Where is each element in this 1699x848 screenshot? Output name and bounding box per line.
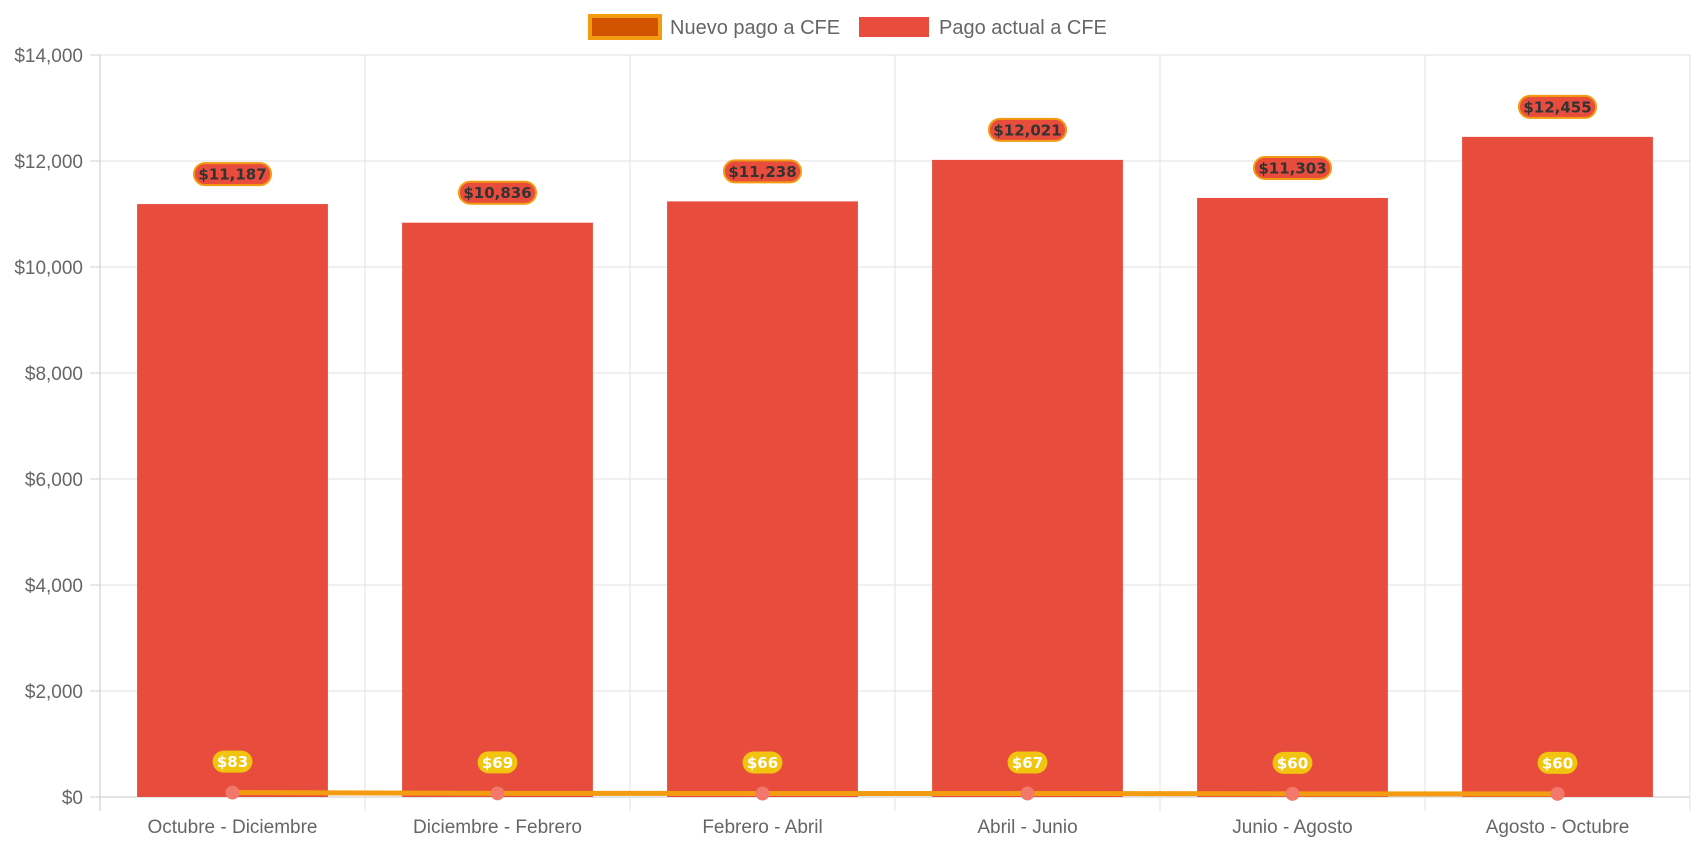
bar-value-label-bg [1517, 94, 1598, 119]
line-value-label-bg [742, 751, 783, 774]
line-value-label-bg [477, 751, 518, 774]
x-tick-label: Junio - Agosto [1232, 817, 1352, 838]
x-tick-label: Abril - Junio [977, 817, 1077, 838]
bar-value-label-text: $10,836 [463, 184, 531, 202]
y-tick-label: $14,000 [14, 46, 83, 67]
bar-value-label-text: $12,455 [1523, 98, 1591, 116]
bar-value-label-bg [722, 159, 803, 184]
bar-value-label-bg [1252, 155, 1333, 180]
y-tick-label: $8,000 [25, 364, 83, 385]
bar [402, 222, 593, 797]
legend-label-nuevo: Nuevo pago a CFE [670, 17, 840, 39]
bar-value-label-text: $11,187 [198, 166, 266, 184]
x-tick-label: Agosto - Octubre [1486, 817, 1630, 838]
line-value-label-text: $60 [1542, 754, 1573, 772]
line-value-label: $67 [1007, 751, 1048, 774]
legend-swatch-nuevo [588, 14, 662, 40]
x-tick-label: Octubre - Diciembre [148, 817, 318, 838]
x-tick-label: Diciembre - Febrero [413, 817, 582, 838]
line-point [1550, 786, 1565, 801]
bar-value-label-bg [192, 162, 273, 187]
y-tick-label: $2,000 [25, 682, 83, 703]
legend-label-actual: Pago actual a CFE [939, 17, 1107, 39]
line-value-label: $60 [1272, 751, 1313, 774]
y-tick-label: $6,000 [25, 470, 83, 491]
line-value-label-bg [212, 750, 253, 773]
line-value-label-bg [1537, 751, 1578, 774]
bar-value-label-text: $11,303 [1258, 159, 1326, 177]
legend-item-nuevo[interactable]: Nuevo pago a CFE [588, 14, 840, 40]
line-point [225, 785, 240, 800]
line-value-label: $66 [742, 751, 783, 774]
line-value-label-text: $66 [747, 754, 778, 772]
line-value-label: $69 [477, 751, 518, 774]
y-tick-label: $12,000 [14, 152, 83, 173]
bar-value-label: $11,187 [192, 162, 273, 187]
bar [932, 159, 1123, 798]
bar [1197, 197, 1388, 798]
bar-value-label-text: $11,238 [728, 163, 796, 181]
line-value-label-text: $60 [1277, 754, 1308, 772]
line-value-label-text: $69 [482, 754, 513, 772]
y-tick-label: $4,000 [25, 576, 83, 597]
bar [667, 201, 858, 798]
bar-value-label: $12,455 [1517, 94, 1598, 119]
line-value-label: $83 [212, 750, 253, 773]
line-point [1020, 786, 1035, 801]
legend-swatch-actual [859, 17, 929, 37]
y-tick-label: $10,000 [14, 258, 83, 279]
data-labels: $11,187 $10,836 $11,238 $12,021 $11,303 $12,4… [192, 94, 1598, 774]
line-point [1285, 786, 1300, 801]
line-value-label-bg [1272, 751, 1313, 774]
line-path [232, 790, 1558, 797]
bar-value-label: $11,303 [1252, 155, 1333, 180]
bar [137, 204, 328, 798]
bar [1462, 136, 1653, 797]
bar-value-label-bg [457, 180, 538, 205]
line-value-label-text: $67 [1012, 754, 1043, 772]
y-tick-label: $0 [62, 788, 83, 809]
line-point [490, 786, 505, 801]
line-value-label: $60 [1537, 751, 1578, 774]
bar-value-label-text: $12,021 [993, 121, 1061, 139]
bar-value-label: $12,021 [987, 117, 1068, 142]
legend: Nuevo pago a CFE Pago actual a CFE [588, 14, 1107, 40]
grid-lines [99, 54, 1691, 811]
bar-value-label: $10,836 [457, 180, 538, 205]
legend-item-actual[interactable]: Pago actual a CFE [859, 17, 1107, 39]
x-tick-label: Febrero - Abril [702, 817, 822, 838]
bar-series [137, 136, 1653, 798]
line-series [225, 785, 1565, 801]
bar-value-label-bg [987, 117, 1068, 142]
line-value-label-text: $83 [217, 753, 248, 771]
axes: $0 $2,000 $4,000 $6,000 $8,000 $10,000 $12,000… [14, 46, 1629, 838]
line-value-label-bg [1007, 751, 1048, 774]
line-point [755, 786, 770, 801]
bar-value-label: $11,238 [722, 159, 803, 184]
